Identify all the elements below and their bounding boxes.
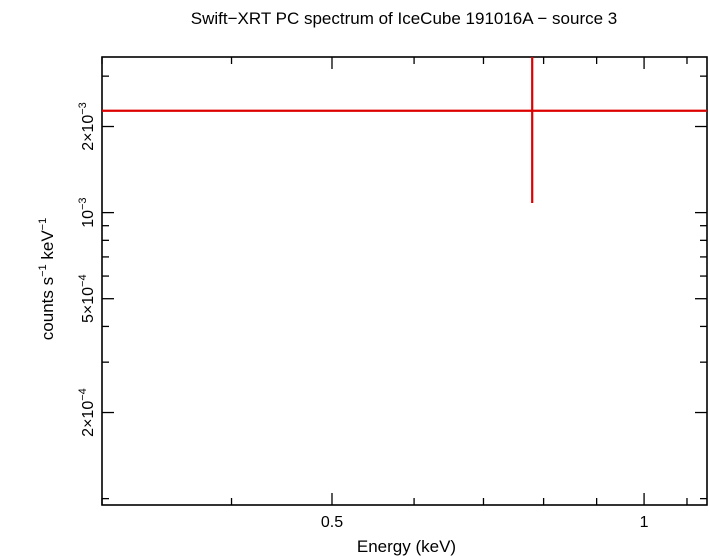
y-tick-exponent: −4 xyxy=(77,274,89,287)
axis-ticks xyxy=(101,57,707,505)
y-tick-mantissa: 2×10 xyxy=(80,401,97,437)
y-tick-mantissa: 5×10 xyxy=(80,287,97,323)
y-label-base: counts s xyxy=(38,277,57,340)
y-tick-mantissa: 10 xyxy=(80,210,97,228)
y-tick-labels: 2×10−45×10−410−32×10−3 xyxy=(77,102,97,437)
x-tick-label: 0.5 xyxy=(321,514,343,531)
y-tick-label: 2×10−3 xyxy=(77,102,97,151)
y-tick-label: 5×10−4 xyxy=(77,274,97,323)
y-tick-exponent: −4 xyxy=(77,388,89,401)
y-tick-mantissa: 2×10 xyxy=(80,115,97,151)
y-axis-label: counts s−1 keV−1 xyxy=(37,218,57,340)
chart-title: Swift−XRT PC spectrum of IceCube 191016A… xyxy=(191,9,618,28)
y-label-exp2: −1 xyxy=(37,218,49,231)
y-tick-label: 2×10−4 xyxy=(77,388,97,437)
y-label-exp1: −1 xyxy=(37,264,49,277)
y-tick-exponent: −3 xyxy=(77,197,89,210)
y-tick-exponent: −3 xyxy=(77,102,89,115)
x-tick-labels: 0.5 1 xyxy=(321,514,649,531)
data-series xyxy=(102,57,707,204)
y-label-mid: keV xyxy=(38,230,57,265)
x-axis-label: Energy (keV) xyxy=(357,537,456,556)
x-tick-label: 1 xyxy=(640,514,649,531)
y-tick-label: 10−3 xyxy=(77,197,97,227)
plot-frame xyxy=(101,56,708,506)
